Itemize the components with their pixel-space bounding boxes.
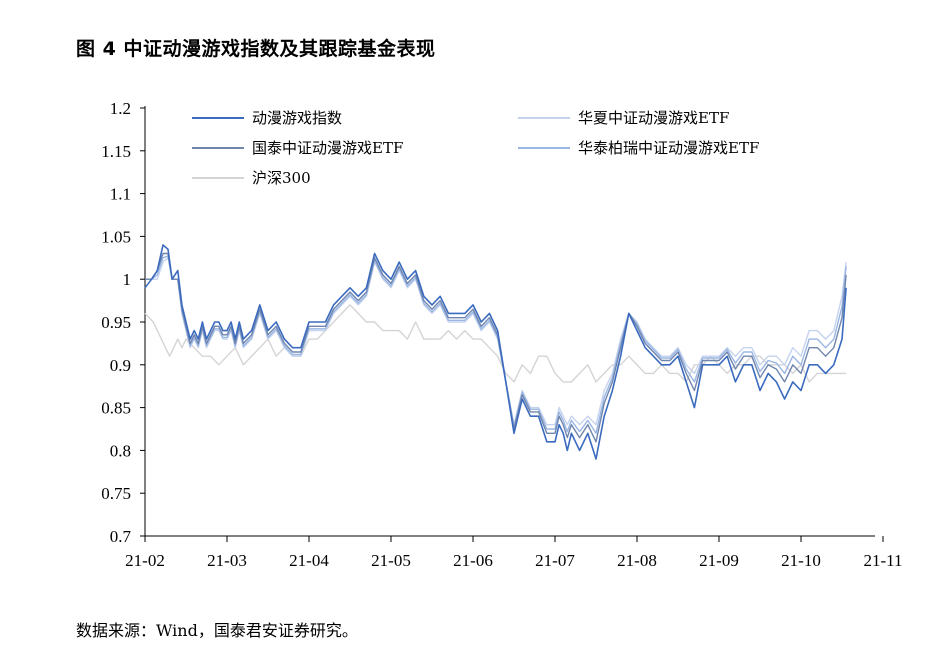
legend-label: 动漫游戏指数 [252, 109, 342, 127]
x-tick-label: 21-07 [535, 551, 575, 570]
x-tick-label: 21-03 [207, 551, 247, 570]
y-tick-label: 0.95 [101, 313, 131, 332]
y-tick-label: 1 [123, 270, 132, 289]
legend-label: 华泰柏瑞中证动漫游戏ETF [578, 139, 759, 157]
axes: 0.7 0.75 0.8 0.85 0.9 0.95 1 1.05 1.1 1.15 1.2 21-0… [101, 99, 902, 570]
y-tick-label: 0.85 [101, 399, 131, 418]
y-tick-label: 0.9 [110, 356, 131, 375]
series-line-2 [145, 252, 847, 443]
series-line-1 [145, 257, 847, 426]
y-tick-label: 1.1 [110, 185, 131, 204]
series-line-0 [144, 244, 847, 460]
y-tick-label: 1.15 [101, 142, 131, 161]
y-tick-label: 1.2 [110, 99, 131, 118]
y-tick-label: 0.75 [101, 484, 131, 503]
y-tick-label: 0.8 [110, 441, 131, 460]
series-line-3 [145, 255, 847, 434]
legend-label: 沪深300 [252, 169, 311, 187]
series-lines [144, 244, 847, 460]
legend: 动漫游戏指数 华夏中证动漫游戏ETF 国泰中证动漫游戏ETF 华泰柏瑞中证动漫游戏ET… [192, 109, 759, 187]
legend-label: 华夏中证动漫游戏ETF [578, 109, 729, 127]
x-tick-label: 21-08 [617, 551, 657, 570]
legend-label: 国泰中证动漫游戏ETF [252, 139, 403, 157]
x-tick-label: 21-10 [781, 551, 821, 570]
x-tick-label: 21-06 [453, 551, 493, 570]
x-tick-label: 21-05 [371, 551, 411, 570]
x-tick-label: 21-09 [699, 551, 739, 570]
data-source-note: 数据来源：Wind，国泰君安证券研究。 [76, 621, 358, 640]
x-tick-label: 21-11 [863, 551, 902, 570]
y-tick-label: 1.05 [101, 227, 131, 246]
x-tick-label: 21-02 [125, 551, 165, 570]
chart-title: 图 4 中证动漫游戏指数及其跟踪基金表现 [76, 38, 436, 60]
line-chart: 0.7 0.75 0.8 0.85 0.9 0.95 1 1.05 1.1 1.15 1.2 21-0… [101, 99, 902, 570]
y-tick-label: 0.7 [110, 527, 132, 546]
x-tick-label: 21-04 [289, 551, 329, 570]
